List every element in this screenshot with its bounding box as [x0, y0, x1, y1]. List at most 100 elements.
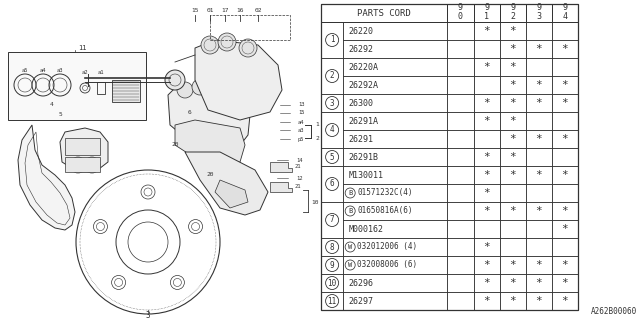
Text: 26291B: 26291B — [348, 153, 378, 162]
Text: *: * — [561, 224, 568, 234]
Text: 12: 12 — [296, 175, 303, 180]
Text: 6: 6 — [188, 109, 192, 115]
Bar — [525, 292, 552, 310]
Text: *: * — [509, 260, 516, 270]
Text: 3: 3 — [330, 99, 335, 108]
Bar — [500, 130, 525, 148]
Bar — [500, 40, 525, 58]
Bar — [321, 58, 343, 94]
Bar — [447, 40, 474, 58]
Text: 26291: 26291 — [348, 134, 373, 143]
Bar — [552, 76, 578, 94]
Text: 15: 15 — [298, 110, 305, 116]
Bar — [321, 148, 343, 166]
Text: *: * — [483, 206, 490, 216]
Bar — [500, 166, 525, 184]
Bar — [525, 166, 552, 184]
Bar — [447, 292, 474, 310]
Text: *: * — [561, 278, 568, 288]
Bar — [552, 40, 578, 58]
Bar — [525, 130, 552, 148]
Bar — [500, 4, 525, 22]
Text: *: * — [509, 170, 516, 180]
Bar — [552, 166, 578, 184]
Text: 1: 1 — [315, 123, 319, 127]
Text: a5: a5 — [22, 68, 28, 73]
Bar — [343, 274, 447, 292]
Bar — [447, 130, 474, 148]
Text: 13: 13 — [298, 102, 305, 108]
Bar — [321, 256, 343, 274]
Text: 16: 16 — [236, 7, 244, 12]
Text: 11: 11 — [77, 45, 86, 51]
Text: 14: 14 — [296, 157, 303, 163]
Bar — [343, 130, 447, 148]
Text: 5: 5 — [330, 153, 335, 162]
Bar — [474, 220, 500, 238]
Text: *: * — [483, 278, 490, 288]
Bar — [343, 76, 447, 94]
Bar — [500, 22, 525, 40]
Bar — [474, 292, 500, 310]
Bar — [500, 274, 525, 292]
Text: 4: 4 — [330, 125, 335, 134]
Bar — [500, 184, 525, 202]
Bar — [321, 202, 343, 238]
Text: *: * — [509, 278, 516, 288]
Bar — [525, 202, 552, 220]
Circle shape — [239, 39, 257, 57]
Bar — [500, 292, 525, 310]
Text: 26296: 26296 — [348, 278, 373, 287]
Bar — [447, 256, 474, 274]
Text: 10: 10 — [328, 278, 337, 287]
Bar — [552, 4, 578, 22]
Text: 17: 17 — [221, 7, 228, 12]
Text: *: * — [561, 80, 568, 90]
Text: *: * — [483, 62, 490, 72]
Bar — [447, 22, 474, 40]
Text: *: * — [509, 44, 516, 54]
Text: *: * — [561, 98, 568, 108]
Bar — [552, 184, 578, 202]
Text: *: * — [561, 206, 568, 216]
Bar — [474, 238, 500, 256]
Bar — [343, 238, 447, 256]
Bar — [474, 148, 500, 166]
Polygon shape — [60, 128, 108, 172]
Bar — [474, 94, 500, 112]
Bar — [343, 112, 447, 130]
Bar — [321, 292, 343, 310]
Bar — [500, 76, 525, 94]
Text: B: B — [348, 190, 352, 196]
Text: *: * — [535, 278, 542, 288]
Text: *: * — [509, 80, 516, 90]
Bar — [321, 22, 343, 58]
Bar — [474, 202, 500, 220]
Bar — [447, 148, 474, 166]
Bar — [474, 112, 500, 130]
Text: 26292: 26292 — [348, 44, 373, 53]
Bar — [525, 22, 552, 40]
Bar — [447, 202, 474, 220]
Circle shape — [177, 82, 193, 98]
Text: B: B — [348, 208, 352, 214]
Bar — [525, 40, 552, 58]
Bar — [525, 94, 552, 112]
Bar — [552, 292, 578, 310]
Polygon shape — [65, 157, 100, 172]
Text: *: * — [535, 260, 542, 270]
Bar — [343, 40, 447, 58]
Text: 10: 10 — [311, 199, 319, 204]
Text: 01: 01 — [206, 7, 214, 12]
Bar — [447, 94, 474, 112]
Bar — [447, 166, 474, 184]
Text: 9: 9 — [330, 260, 335, 269]
Text: 9
0: 9 0 — [458, 3, 463, 21]
Bar — [343, 256, 447, 274]
Text: 8: 8 — [330, 243, 335, 252]
Text: 6: 6 — [330, 180, 335, 188]
Text: a3: a3 — [298, 127, 305, 132]
Bar — [552, 94, 578, 112]
Bar — [447, 238, 474, 256]
Bar — [525, 220, 552, 238]
